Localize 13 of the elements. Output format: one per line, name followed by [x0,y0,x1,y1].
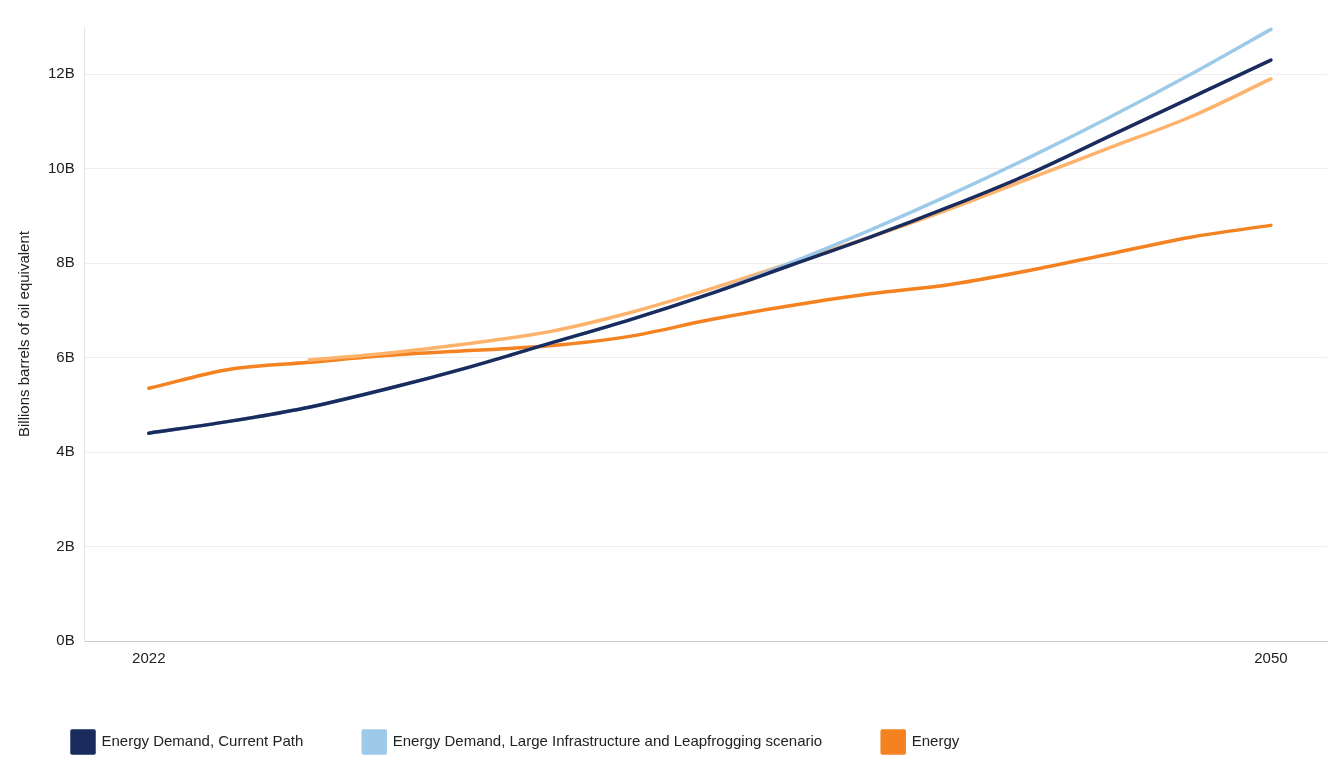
y-tick-label: 2B [56,536,75,554]
legend-label: Energy Demand, Current Path [101,732,304,750]
y-tick-label: 10B [47,158,75,176]
y-tick-label: 8B [56,253,75,271]
y-axis-title: Billions barrels of oil equivalent [15,230,33,437]
x-tick-label: 2022 [132,649,166,667]
y-tick-label: 6B [56,347,75,365]
y-tick-label: 12B [47,64,75,82]
x-tick-label: 2050 [1254,649,1288,667]
legend-label: Energy [911,732,960,750]
legend-label: Energy Demand, Large Infrastructure and Leapfrogging scenario [392,732,823,750]
y-tick-label: 0B [56,631,75,649]
y-tick-label: 4B [56,442,75,460]
